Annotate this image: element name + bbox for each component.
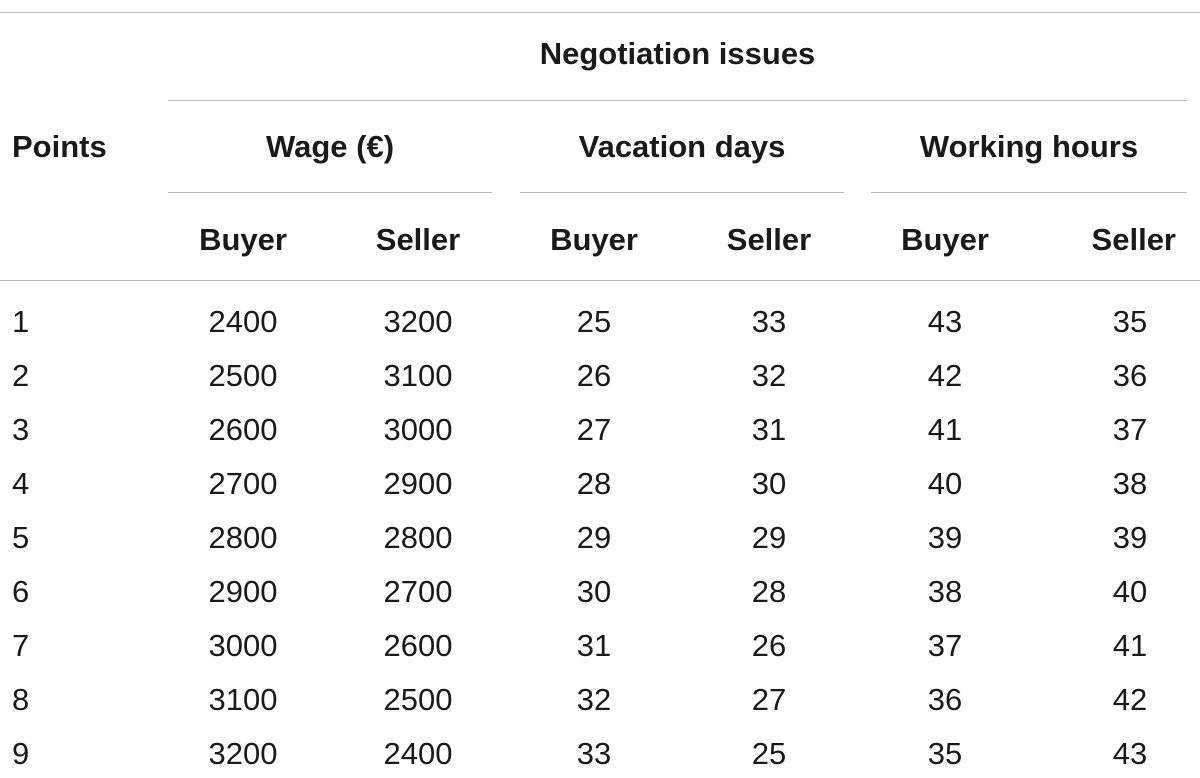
vacation-seller-cell: 33 xyxy=(751,304,787,339)
points-cell: 3 xyxy=(12,412,30,447)
wage-seller-cell: 2400 xyxy=(383,736,453,771)
hours-seller-cell: 39 xyxy=(1112,520,1148,555)
hours-buyer-cell: 35 xyxy=(927,736,963,771)
points-cell: 4 xyxy=(12,466,30,501)
wage-buyer-cell: 3100 xyxy=(208,682,278,717)
hours-seller-cell: 37 xyxy=(1112,412,1148,447)
wage-header-rule xyxy=(168,192,492,193)
vacation-seller-cell: 25 xyxy=(751,736,787,771)
hours-seller-cell: 42 xyxy=(1112,682,1148,717)
wage-buyer-cell: 2700 xyxy=(208,466,278,501)
wage-buyer-cell: 2500 xyxy=(208,358,278,393)
hours-header-rule xyxy=(871,192,1187,193)
vacation-seller-cell: 28 xyxy=(751,574,787,609)
wage-header: Wage (€) xyxy=(265,129,395,164)
hours-seller-cell: 38 xyxy=(1112,466,1148,501)
points-cell: 5 xyxy=(12,520,30,555)
wage-buyer-cell: 2600 xyxy=(208,412,278,447)
group-header-rule xyxy=(168,100,1187,101)
wage-buyer-cell: 2400 xyxy=(208,304,278,339)
hours-buyer-header: Buyer xyxy=(901,222,989,257)
vacation-header-rule xyxy=(520,192,844,193)
wage-buyer-header: Buyer xyxy=(199,222,287,257)
negotiation-issues-header: Negotiation issues xyxy=(539,36,816,71)
wage-buyer-cell: 3200 xyxy=(208,736,278,771)
wage-buyer-cell: 2800 xyxy=(208,520,278,555)
hours-buyer-cell: 42 xyxy=(927,358,963,393)
hours-seller-cell: 43 xyxy=(1112,736,1148,771)
vacation-buyer-cell: 29 xyxy=(576,520,612,555)
vacation-seller-header: Seller xyxy=(726,222,812,257)
hours-buyer-cell: 40 xyxy=(927,466,963,501)
wage-seller-header: Seller xyxy=(375,222,461,257)
vacation-buyer-cell: 33 xyxy=(576,736,612,771)
points-header: Points xyxy=(12,129,107,164)
vacation-buyer-cell: 26 xyxy=(576,358,612,393)
points-cell: 8 xyxy=(12,682,30,717)
points-cell: 6 xyxy=(12,574,30,609)
wage-seller-cell: 2500 xyxy=(383,682,453,717)
vacation-buyer-cell: 27 xyxy=(576,412,612,447)
wage-seller-cell: 2700 xyxy=(383,574,453,609)
vacation-buyer-header: Buyer xyxy=(550,222,638,257)
hours-seller-cell: 40 xyxy=(1112,574,1148,609)
hours-buyer-cell: 36 xyxy=(927,682,963,717)
wage-seller-cell: 3000 xyxy=(383,412,453,447)
points-cell: 7 xyxy=(12,628,30,663)
hours-buyer-cell: 39 xyxy=(927,520,963,555)
wage-buyer-cell: 3000 xyxy=(208,628,278,663)
hours-seller-cell: 41 xyxy=(1112,628,1148,663)
wage-seller-cell: 2900 xyxy=(383,466,453,501)
vacation-seller-cell: 27 xyxy=(751,682,787,717)
points-cell: 9 xyxy=(12,736,30,771)
vacation-seller-cell: 26 xyxy=(751,628,787,663)
hours-buyer-cell: 43 xyxy=(927,304,963,339)
vacation-seller-cell: 30 xyxy=(751,466,787,501)
top-rule xyxy=(0,12,1200,13)
wage-seller-cell: 2800 xyxy=(383,520,453,555)
wage-buyer-cell: 2900 xyxy=(208,574,278,609)
vacation-seller-cell: 32 xyxy=(751,358,787,393)
vacation-buyer-cell: 28 xyxy=(576,466,612,501)
working-hours-header: Working hours xyxy=(919,129,1139,164)
vacation-seller-cell: 31 xyxy=(751,412,787,447)
wage-seller-cell: 2600 xyxy=(383,628,453,663)
vacation-buyer-cell: 31 xyxy=(576,628,612,663)
wage-seller-cell: 3200 xyxy=(383,304,453,339)
hours-seller-cell: 36 xyxy=(1112,358,1148,393)
hours-seller-cell: 35 xyxy=(1112,304,1148,339)
hours-buyer-cell: 37 xyxy=(927,628,963,663)
vacation-buyer-cell: 25 xyxy=(576,304,612,339)
hours-buyer-cell: 38 xyxy=(927,574,963,609)
vacation-buyer-cell: 32 xyxy=(576,682,612,717)
points-cell: 2 xyxy=(12,358,30,393)
vacation-days-header: Vacation days xyxy=(578,129,786,164)
points-cell: 1 xyxy=(12,304,30,339)
hours-buyer-cell: 41 xyxy=(927,412,963,447)
vacation-buyer-cell: 30 xyxy=(576,574,612,609)
header-bottom-rule xyxy=(0,280,1200,281)
hours-seller-header: Seller xyxy=(1091,222,1176,257)
wage-seller-cell: 3100 xyxy=(383,358,453,393)
vacation-seller-cell: 29 xyxy=(751,520,787,555)
